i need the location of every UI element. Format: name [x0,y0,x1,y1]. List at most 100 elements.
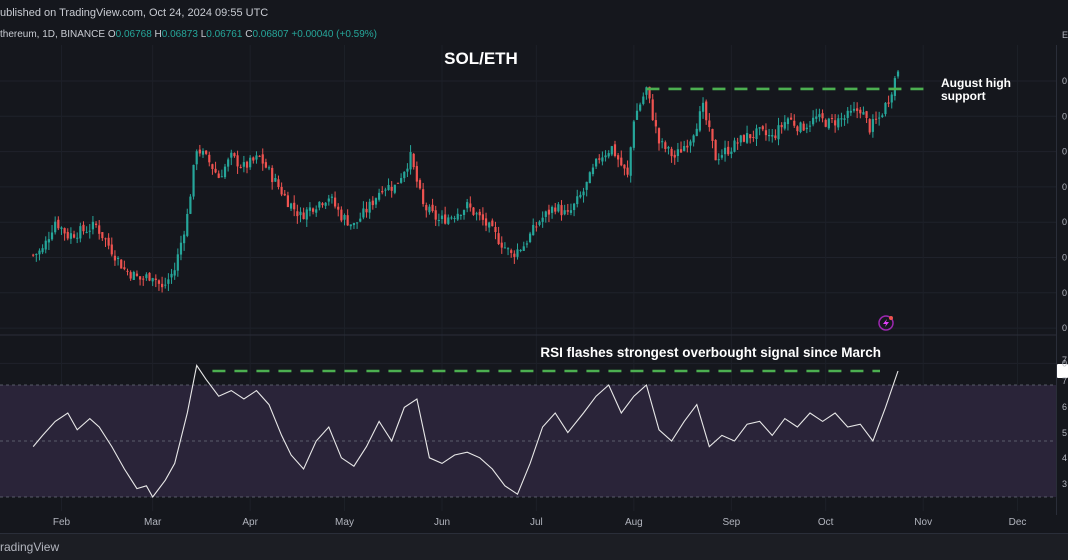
x-tick-label: Sep [722,517,740,528]
candle-body [450,217,453,219]
x-tick-label: May [335,517,354,528]
lightning-icon[interactable] [878,315,894,331]
candle-body [755,128,758,140]
candle-body [161,283,164,288]
candle-body [500,242,503,248]
candle-body [884,102,887,115]
candle-body [330,196,334,198]
candle-body [629,147,632,176]
candle-body [425,205,428,211]
candle-body [563,210,566,215]
support-annotation-line2: support [941,89,986,103]
candle-body [871,119,874,132]
candle-body [679,149,683,153]
high-label: H [154,29,162,40]
candle-body [560,205,563,216]
price-axis-label: 0 [1062,111,1067,121]
candle-body [192,164,195,197]
candle-body [72,234,76,238]
candle-body [324,202,327,206]
candle-body [771,135,774,137]
candle-body [673,154,676,158]
candle-body [444,214,447,224]
candle-body [896,71,900,77]
candle-body [686,145,689,148]
candle-body [494,226,497,233]
candle-body [585,181,588,190]
candle-body [293,202,296,210]
candle-body [648,86,651,99]
x-tick-label: Mar [144,517,162,528]
candle-body [154,278,157,281]
candle-body [403,171,406,179]
candle-body [459,215,462,217]
low-label: L [200,29,207,40]
candle-body [217,173,220,178]
candle-body [340,209,343,221]
candle-body [519,250,522,252]
close-label: C [245,29,253,40]
candle-body [57,219,60,229]
candle-body [32,254,35,256]
candle-body [617,155,620,160]
candle-body [289,203,293,209]
x-tick-label: Jun [434,517,450,528]
candle-body [582,191,585,196]
candle-body [76,237,79,239]
candle-body [834,120,837,126]
candle-body [767,135,771,137]
x-tick-label: Nov [914,517,932,528]
candle-body [717,159,720,161]
candle-body [657,128,661,144]
candle-body [63,228,66,234]
candle-body [437,220,440,222]
candle-body [135,273,139,276]
candle-body [176,254,179,271]
candle-body [664,142,667,149]
high-value: 0.06873 [161,29,198,40]
candle-body [390,186,393,191]
candle-body [208,154,211,163]
candle-body [639,104,642,111]
price-axis-label: 0 [1062,253,1067,263]
candle-body [466,202,469,209]
candle-body [393,184,396,193]
candle-body [764,130,768,136]
candle-body [311,208,315,212]
candle-body [378,192,381,200]
candle-body [802,123,805,131]
candle-body [550,206,554,213]
candle-body [661,141,664,143]
candle-body [47,239,50,243]
candle-body [701,102,705,112]
x-tick-label: Jul [530,517,543,528]
candle-body [54,221,57,233]
candle-body [116,257,120,260]
candle-body [98,225,101,234]
candle-body [321,203,324,206]
candle-body [233,153,236,157]
candle-body [205,150,208,154]
candle-body [157,280,161,284]
candle-body [670,148,673,157]
candle-body [538,221,541,225]
price-axis-label: 0 [1062,217,1067,227]
candle-body [186,213,189,236]
open-value: 0.06768 [115,29,152,40]
candle-body [418,180,422,189]
candle-body [428,206,431,213]
candle-body [868,119,871,133]
candle-body [554,207,557,212]
change-value: +0.00040 (+0.59%) [291,29,378,40]
candle-body [41,248,44,253]
candle-body [195,151,198,165]
candle-body [267,167,271,169]
candle-body [170,273,173,278]
candle-body [620,157,623,166]
sol-eth-chart[interactable]: 0 0 0 0 0 0 0 0 0 E Feb Mar Apr May Jun Jul Aug Sep Oct Nov… [0,0,1068,533]
candle-body [91,221,95,230]
candle-body [557,204,560,212]
candle-body [698,111,701,131]
candle-body [381,190,384,193]
candle-body [396,182,400,184]
